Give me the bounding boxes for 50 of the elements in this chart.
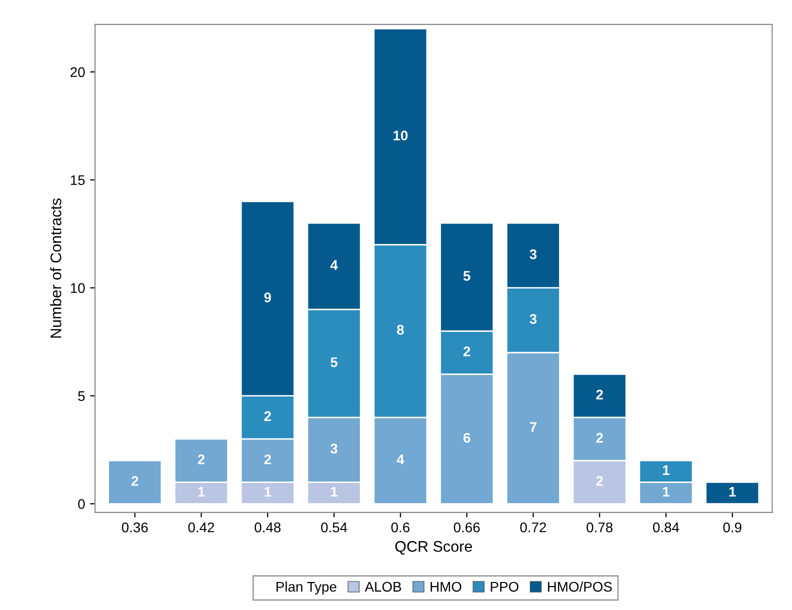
data-label: 1 [662,487,670,497]
data-label: 8 [397,324,404,335]
data-label: 2 [264,454,271,464]
y-axis-title: Number of Contracts [50,198,62,338]
y-tick-label: 5 [78,391,85,401]
data-label: 6 [463,432,470,443]
bar [108,460,162,504]
data-label: 1 [662,465,670,475]
data-label: 5 [463,271,470,281]
data-label: 4 [396,454,404,464]
data-label: 2 [596,432,603,443]
data-label: 1 [264,487,272,497]
data-label: 9 [264,292,271,302]
data-label: 2 [463,346,470,356]
data-label: 2 [264,411,271,421]
legend-label: ALOB [364,582,402,592]
data-label: 1 [729,487,736,497]
x-axis-title: QCR Score [395,541,472,555]
data-label: 10 [394,130,408,140]
x-tick-label: 0.36 [122,522,148,532]
data-label: 2 [198,454,205,464]
y-tick-label: 10 [70,283,85,294]
x-tick-label: 0.54 [321,522,348,532]
data-label: 3 [330,444,338,454]
y-tick-label: 15 [70,175,85,186]
x-tick-label: 0.84 [653,522,680,532]
data-label: 5 [330,357,338,368]
data-label: 2 [596,390,603,400]
legend-label: HMO/POS [548,582,612,592]
data-label: 4 [330,260,338,270]
x-tick-label: 0.6 [391,522,410,532]
data-label: 3 [530,249,537,260]
y-tick-label: 20 [70,67,85,78]
data-label: 7 [530,422,536,432]
x-tick-label: 0.66 [454,522,480,532]
x-tick-label: 0.78 [586,522,613,532]
data-label: 1 [198,487,205,497]
data-label: 2 [131,476,138,486]
bar [705,481,760,504]
data-label: 2 [596,476,603,486]
legend-label: HMO [430,582,462,592]
data-label: 3 [530,314,537,324]
x-tick-label: 0.42 [188,522,214,532]
data-label: 1 [331,487,338,497]
y-tick-label: 0 [78,499,85,509]
legend-title: Plan Type [276,582,336,594]
legend-label: PPO [490,582,518,592]
x-tick-label: 0.48 [254,522,281,532]
x-tick-label: 0.9 [723,522,742,532]
x-tick-label: 0.72 [520,522,546,532]
